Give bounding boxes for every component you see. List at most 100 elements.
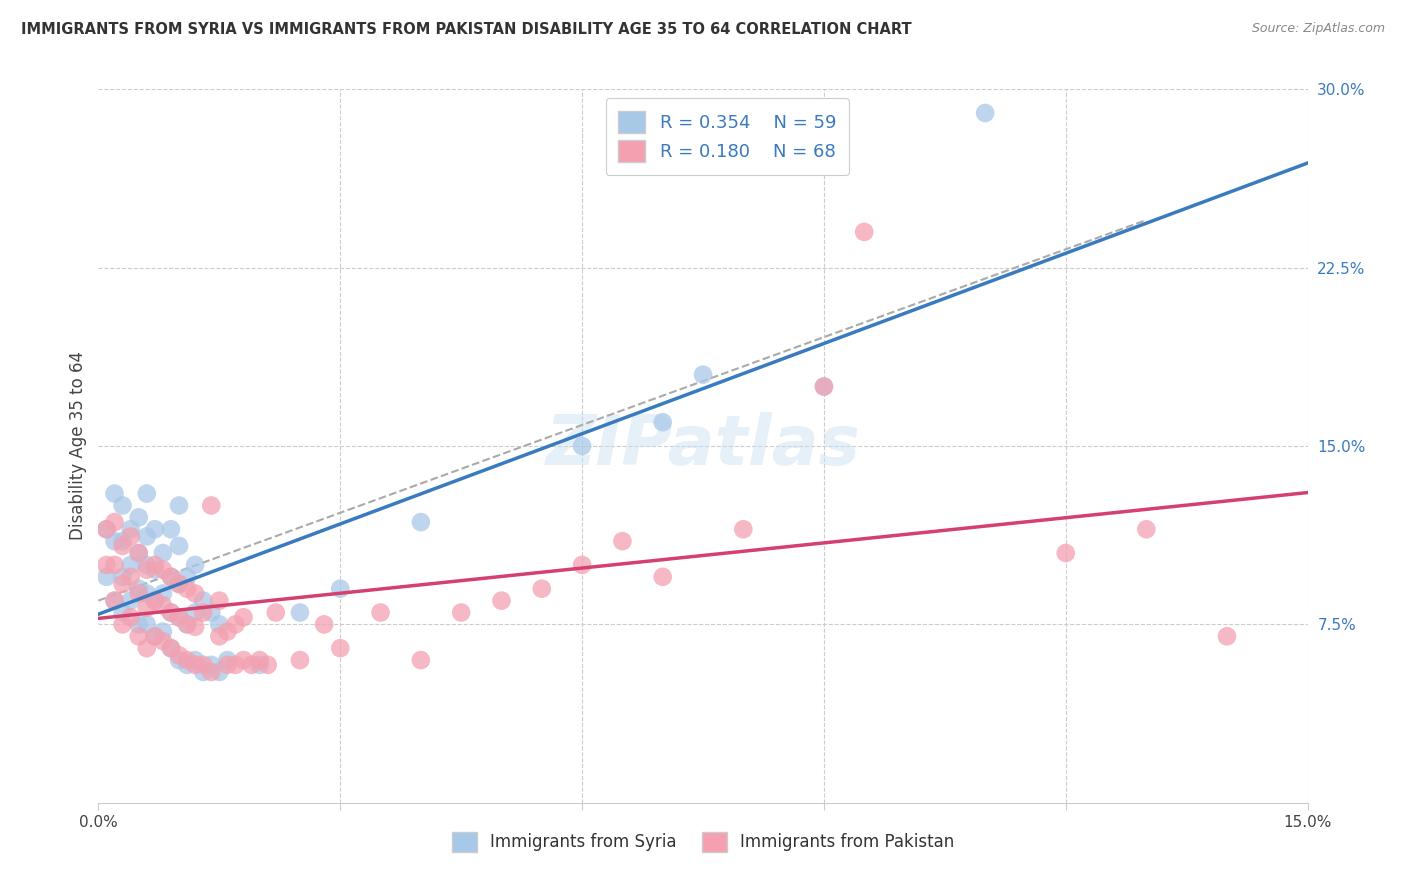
Y-axis label: Disability Age 35 to 64: Disability Age 35 to 64 [69,351,87,541]
Point [128,582,150,596]
Point [184,653,207,667]
Point [96,522,118,536]
Point [217,653,239,667]
Point [184,606,207,620]
Text: Source: ZipAtlas.com: Source: ZipAtlas.com [1251,22,1385,36]
Point [135,641,157,656]
Point [143,522,166,536]
Point [128,546,150,560]
Point [167,539,190,553]
Point [571,439,593,453]
Point [160,522,183,536]
Point [135,486,157,500]
Point [853,225,876,239]
Point [571,558,593,572]
Point [208,665,231,679]
Point [200,606,222,620]
Point [232,653,254,667]
Point [200,665,222,679]
Point [103,486,125,500]
Point [152,599,174,613]
Point [491,593,513,607]
Point [256,657,278,672]
Point [176,617,198,632]
Point [160,570,183,584]
Point [288,606,311,620]
Point [651,415,673,429]
Point [111,534,134,549]
Point [167,499,190,513]
Point [167,577,190,591]
Point [152,624,174,639]
Point [135,586,157,600]
Point [143,593,166,607]
Point [111,499,134,513]
Point [288,653,311,667]
Legend: Immigrants from Syria, Immigrants from Pakistan: Immigrants from Syria, Immigrants from P… [446,825,960,859]
Point [409,515,432,529]
Point [208,593,231,607]
Point [167,577,190,591]
Point [120,570,142,584]
Point [224,617,246,632]
Point [143,629,166,643]
Point [135,617,157,632]
Point [103,558,125,572]
Point [160,641,183,656]
Point [120,558,142,572]
Point [184,657,207,672]
Point [103,593,125,607]
Point [217,624,239,639]
Point [120,593,142,607]
Point [193,665,215,679]
Point [193,606,215,620]
Point [143,629,166,643]
Point [409,653,432,667]
Point [111,577,134,591]
Point [249,657,271,672]
Point [370,606,392,620]
Point [1054,546,1077,560]
Point [167,648,190,663]
Point [193,657,215,672]
Point [692,368,714,382]
Point [530,582,553,596]
Point [135,563,157,577]
Point [120,529,142,543]
Point [813,379,835,393]
Point [208,617,231,632]
Point [217,657,239,672]
Point [152,634,174,648]
Point [128,546,150,560]
Point [152,563,174,577]
Point [176,570,198,584]
Point [167,610,190,624]
Point [176,653,198,667]
Point [329,582,352,596]
Point [143,563,166,577]
Point [135,529,157,543]
Text: ZIPatlas: ZIPatlas [546,412,860,480]
Point [184,586,207,600]
Point [193,593,215,607]
Point [160,641,183,656]
Point [1135,522,1157,536]
Point [176,657,198,672]
Point [240,657,263,672]
Point [733,522,755,536]
Point [103,593,125,607]
Point [111,570,134,584]
Point [120,522,142,536]
Point [651,570,673,584]
Point [135,600,157,615]
Point [184,620,207,634]
Point [120,610,142,624]
Point [160,570,183,584]
Point [167,610,190,624]
Point [184,558,207,572]
Point [200,657,222,672]
Point [208,629,231,643]
Point [974,106,997,120]
Point [152,586,174,600]
Point [128,629,150,643]
